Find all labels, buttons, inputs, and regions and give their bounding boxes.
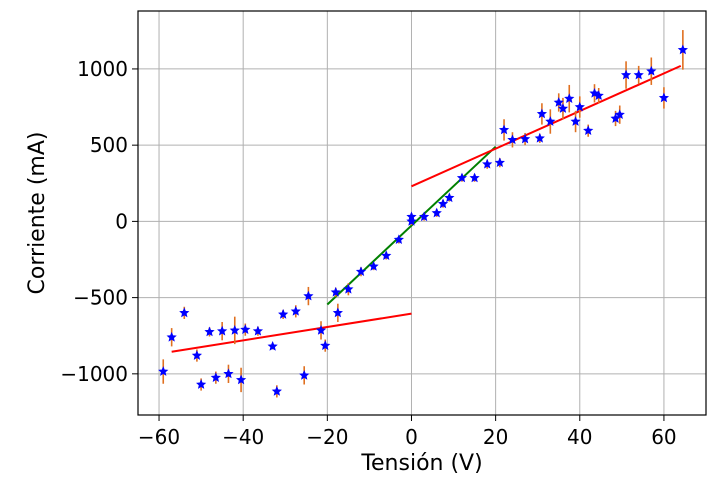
data-point bbox=[536, 108, 548, 119]
data-point bbox=[469, 172, 480, 183]
data-point bbox=[368, 260, 379, 271]
data-point bbox=[166, 331, 177, 342]
data-point bbox=[633, 69, 644, 80]
x-tick-label: 20 bbox=[483, 425, 508, 449]
y-tick-label: 500 bbox=[90, 133, 128, 157]
data-point bbox=[498, 124, 510, 135]
data-point bbox=[419, 211, 430, 222]
data-point bbox=[393, 234, 404, 245]
x-axis-label: Tensión (V) bbox=[360, 451, 482, 476]
data-point bbox=[534, 132, 545, 143]
data-point bbox=[406, 216, 417, 226]
data-point bbox=[431, 207, 442, 218]
data-point bbox=[158, 366, 169, 376]
data-point bbox=[494, 157, 505, 168]
data-point bbox=[332, 307, 343, 318]
data-point bbox=[299, 369, 310, 380]
fit-line bbox=[411, 64, 682, 188]
data-point bbox=[437, 198, 449, 209]
data-point bbox=[191, 350, 203, 360]
data-point bbox=[677, 44, 688, 55]
data-point bbox=[290, 305, 301, 316]
data-point bbox=[303, 290, 314, 301]
data-point bbox=[456, 172, 468, 183]
data-point bbox=[507, 134, 518, 145]
fit-lines bbox=[171, 64, 682, 353]
x-tick-label: 40 bbox=[567, 425, 592, 449]
data-point bbox=[620, 69, 632, 80]
data-point bbox=[570, 116, 581, 126]
data-point bbox=[252, 325, 264, 336]
x-tick-label: −20 bbox=[306, 425, 348, 449]
data-point bbox=[564, 93, 575, 103]
data-point bbox=[278, 309, 289, 319]
data-point bbox=[583, 125, 594, 136]
data-point bbox=[223, 368, 234, 379]
data-point bbox=[267, 341, 278, 351]
data-point bbox=[557, 103, 569, 113]
x-tick-label: 0 bbox=[405, 425, 418, 449]
data-point bbox=[545, 116, 556, 126]
y-tick-label: 0 bbox=[115, 209, 128, 233]
data-point bbox=[320, 340, 331, 350]
data-point bbox=[315, 325, 327, 335]
fit-line bbox=[171, 312, 412, 353]
grid bbox=[138, 11, 706, 415]
x-axis-ticks: −60 −40 −20 0 20 40 60 bbox=[138, 415, 677, 449]
data-point bbox=[658, 92, 670, 103]
data-point bbox=[482, 158, 493, 169]
data-point bbox=[217, 325, 228, 336]
data-point bbox=[444, 192, 455, 203]
x-tick-label: 60 bbox=[651, 425, 676, 449]
data-point bbox=[343, 283, 354, 294]
data-point bbox=[330, 286, 341, 297]
data-point bbox=[210, 372, 221, 382]
data-point bbox=[179, 307, 190, 318]
data-point bbox=[229, 325, 240, 335]
plot-area bbox=[138, 11, 706, 415]
x-tick-label: −40 bbox=[222, 425, 264, 449]
data-point bbox=[196, 379, 207, 389]
data-point bbox=[355, 266, 367, 277]
data-point bbox=[240, 324, 251, 334]
data-point bbox=[235, 374, 247, 385]
data-point bbox=[646, 65, 657, 76]
y-axis-label: Corriente (mA) bbox=[25, 132, 50, 295]
data-point bbox=[271, 386, 282, 396]
fit-line bbox=[326, 145, 497, 306]
data-points bbox=[158, 44, 688, 396]
data-point bbox=[204, 326, 215, 337]
y-tick-label: 1000 bbox=[77, 57, 128, 81]
data-point bbox=[574, 101, 585, 112]
data-point bbox=[519, 133, 531, 144]
data-point bbox=[593, 90, 604, 100]
y-axis-ticks: −1000 −500 0 500 1000 bbox=[60, 57, 138, 386]
y-tick-label: −1000 bbox=[60, 362, 128, 386]
y-tick-label: −500 bbox=[73, 286, 128, 310]
plot-frame bbox=[137, 10, 707, 416]
data-point bbox=[553, 97, 564, 107]
data-point bbox=[381, 250, 392, 261]
data-point bbox=[614, 109, 625, 120]
x-tick-label: −60 bbox=[138, 425, 180, 449]
